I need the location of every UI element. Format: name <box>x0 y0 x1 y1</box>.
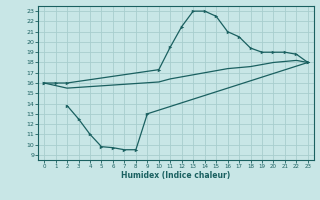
X-axis label: Humidex (Indice chaleur): Humidex (Indice chaleur) <box>121 171 231 180</box>
